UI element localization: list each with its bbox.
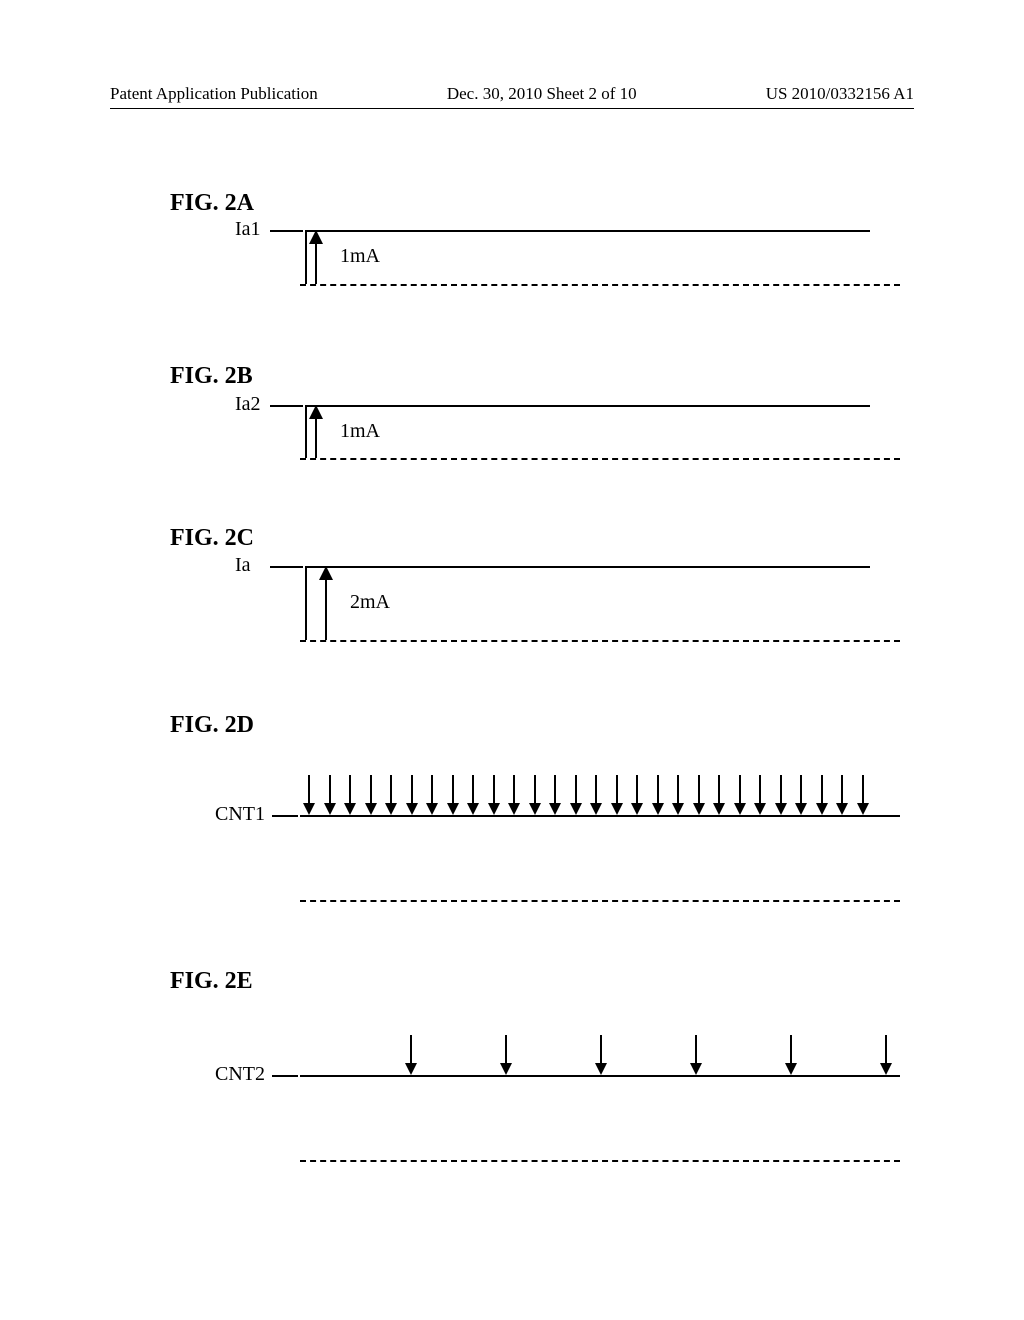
page-header: Patent Application Publication Dec. 30, … — [110, 84, 914, 104]
pulse-baseline-d — [300, 815, 900, 817]
figure-2d: FIG. 2D — [170, 712, 254, 739]
baseline-dashed-a — [300, 284, 900, 286]
header-center: Dec. 30, 2010 Sheet 2 of 10 — [447, 84, 637, 104]
baseline-dashed-c — [300, 640, 900, 642]
signal-label-e: CNT2 — [215, 1063, 265, 1086]
header-rule — [110, 108, 914, 109]
annotation-a: 1mA — [340, 245, 380, 268]
signal-line-b — [305, 405, 870, 407]
signal-label-b: Ia2 — [235, 393, 261, 416]
header-left: Patent Application Publication — [110, 84, 318, 104]
figure-2c: FIG. 2C — [170, 525, 254, 552]
figure-2a: FIG. 2A — [170, 190, 254, 217]
baseline-dashed-b — [300, 458, 900, 460]
figure-2e: FIG. 2E — [170, 968, 253, 995]
leader-line-c — [270, 566, 303, 568]
leader-line-d — [272, 815, 298, 817]
figure-label-2b: FIG. 2B — [170, 363, 253, 390]
pulse-baseline-e — [300, 1075, 900, 1077]
figure-label-2d: FIG. 2D — [170, 712, 254, 739]
leader-line-e — [272, 1075, 298, 1077]
rise-edge-b — [305, 405, 307, 458]
rise-edge-c — [305, 566, 307, 640]
figure-2b: FIG. 2B — [170, 363, 253, 390]
leader-line-a — [270, 230, 303, 232]
annotation-c: 2mA — [350, 591, 390, 614]
figure-label-2a: FIG. 2A — [170, 190, 254, 217]
annotation-b: 1mA — [340, 420, 380, 443]
figure-label-2c: FIG. 2C — [170, 525, 254, 552]
rise-edge-a — [305, 230, 307, 284]
pulse-dashed-d — [300, 900, 900, 902]
signal-line-a — [305, 230, 870, 232]
signal-line-c — [305, 566, 870, 568]
signal-label-c: Ia — [235, 554, 251, 577]
pulse-dashed-e — [300, 1160, 900, 1162]
signal-label-a: Ia1 — [235, 218, 261, 241]
leader-line-b — [270, 405, 303, 407]
header-right: US 2010/0332156 A1 — [766, 84, 914, 104]
signal-label-d: CNT1 — [215, 803, 265, 826]
figure-label-2e: FIG. 2E — [170, 968, 253, 995]
